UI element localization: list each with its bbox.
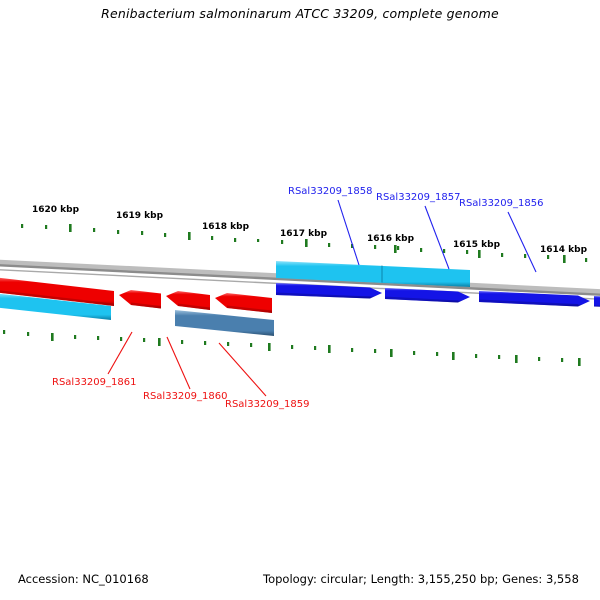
gene-label-rsal33209-1858[interactable]: RSal33209_1858 [288, 186, 372, 197]
reverse-strand-band[interactable] [0, 293, 111, 320]
band-cyan-left[interactable] [0, 293, 111, 320]
gene-arrow-rsal33209-1861[interactable] [0, 277, 114, 306]
tick-label: 1616 kbp [367, 234, 415, 244]
accession-label: Accession: NC_010168 [18, 572, 149, 586]
gene-label-rsal33209-1857[interactable]: RSal33209_1857 [376, 192, 460, 203]
gene-label-rsal33209-1859[interactable]: RSal33209_1859 [225, 399, 309, 410]
tick-label: 1615 kbp [453, 240, 501, 250]
conserved-domain-band[interactable] [175, 310, 274, 336]
tick-label: 1620 kbp [32, 205, 80, 215]
gene-arrow-forward-edge[interactable] [594, 296, 600, 307]
genome-meta-label: Topology: circular; Length: 3,155,250 bp… [263, 572, 579, 586]
gene-label-rsal33209-1861[interactable]: RSal33209_1861 [52, 377, 136, 388]
leader-line-rsal33209-1861 [107, 331, 133, 375]
tick-label: 1614 kbp [540, 245, 588, 255]
forward-strand-band[interactable] [276, 261, 470, 287]
band-cyan-right[interactable] [276, 261, 470, 287]
leader-line-rsal33209-1860 [166, 336, 191, 390]
gene-arrow-rsal33209-1860-a[interactable] [119, 290, 161, 309]
tick-label: 1619 kbp [116, 211, 164, 221]
leader-line-rsal33209-1857 [424, 205, 450, 270]
scale-tick-row-lower [3, 330, 581, 366]
tick-label: 1618 kbp [202, 222, 250, 232]
gene-label-rsal33209-1860[interactable]: RSal33209_1860 [143, 391, 227, 402]
status-bar: Accession: NC_010168 Topology: circular;… [0, 572, 600, 592]
tick-label: 1617 kbp [280, 229, 328, 239]
leader-line-rsal33209-1858 [337, 199, 360, 266]
gene-arrow-rsal33209-1860-b[interactable] [166, 291, 210, 310]
gene-label-rsal33209-1856[interactable]: RSal33209_1856 [459, 198, 543, 209]
scale-tick-labels: 1620 kbp 1619 kbp 1618 kbp 1617 kbp 1616… [32, 205, 588, 255]
leader-line-rsal33209-1856 [507, 211, 537, 273]
band-domain-rsal33209-1859[interactable] [175, 310, 274, 336]
reverse-strand-gene-track[interactable] [0, 277, 272, 314]
reverse-gene-callouts[interactable]: RSal33209_1861 RSal33209_1860 RSal33209_… [52, 331, 309, 410]
page-title: Renibacterium salmoninarum ATCC 33209, c… [101, 6, 499, 21]
leader-line-rsal33209-1859 [218, 342, 267, 397]
forward-strand-gene-track[interactable] [276, 283, 600, 307]
scale-tick-row-upper [21, 224, 588, 263]
forward-gene-callouts[interactable]: RSal33209_1858 RSal33209_1857 RSal33209_… [288, 186, 543, 273]
